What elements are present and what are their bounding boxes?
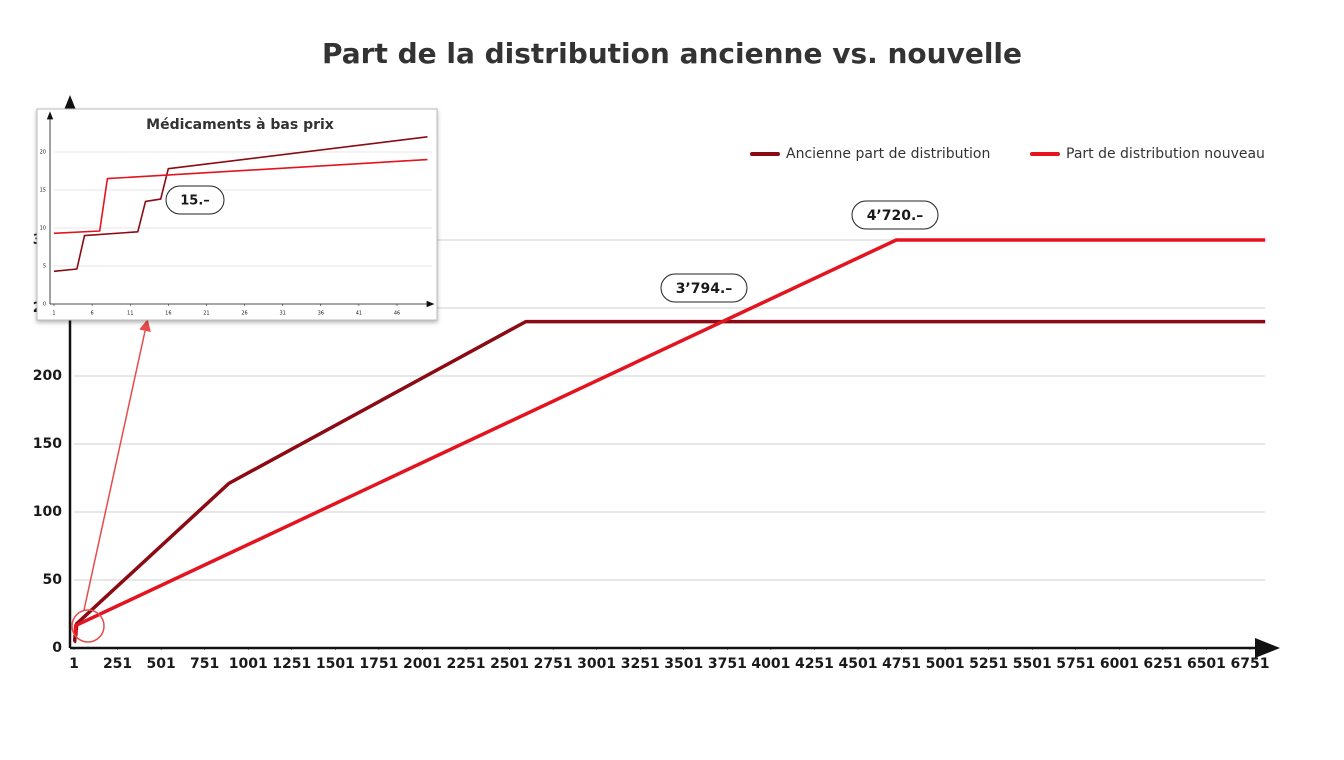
x-tick-label: 21 [203,311,209,317]
x-tick-label: 6501 [1187,656,1226,672]
y-tick-label: 200 [33,368,62,384]
x-tick-label: 2501 [490,656,529,672]
x-tick-label: 751 [190,656,219,672]
x-tick-label: 2751 [534,656,573,672]
x-tick-label: 1 [69,656,79,672]
zoom-arrow [83,319,151,611]
x-tick-label: 1 [52,311,55,317]
y-tick-label: 15 [40,188,46,194]
y-tick-label: 100 [33,504,62,520]
x-tick-label: 1501 [316,656,355,672]
legend-label: Ancienne part de distribution [786,146,990,162]
annotation-box [851,200,939,230]
x-tick-label: 5001 [926,656,965,672]
x-tick-label: 26 [241,311,247,317]
zoom-circle [71,609,105,643]
inset-title: Médicaments à bas prix [146,117,334,133]
annotation: 15.– [180,194,210,209]
annotation-box [165,185,225,215]
x-tick-label: 16 [165,311,171,317]
y-tick-label: 10 [40,226,46,232]
x-tick-label: 251 [103,656,132,672]
x-tick-label: 1251 [272,656,311,672]
x-tick-label: 4251 [795,656,834,672]
x-tick-label: 6251 [1143,656,1182,672]
x-tick-label: 2251 [447,656,486,672]
annotation-box [660,273,748,303]
x-tick-label: 4751 [882,656,921,672]
x-tick-label: 6 [91,311,94,317]
x-tick-label: 1751 [359,656,398,672]
x-tick-label: 31 [279,311,285,317]
x-tick-label: 41 [356,311,362,317]
y-tick-label: 20 [40,150,46,156]
x-tick-label: 4501 [839,656,878,672]
y-tick-label: 50 [43,572,63,588]
x-tick-label: 11 [127,311,133,317]
x-tick-label: 3251 [621,656,660,672]
y-tick-label: 150 [33,436,62,452]
legend-label: Part de distribution nouveau [1066,146,1265,162]
series-line [72,319,1266,644]
x-tick-label: 36 [318,311,324,317]
x-tick-label: 3501 [664,656,703,672]
x-tick-label: 46 [394,311,400,317]
x-tick-label: 1001 [229,656,268,672]
chart-title: Part de la distribution ancienne vs. nou… [322,37,1022,70]
series-line [53,158,428,235]
y-tick-label: 0 [43,302,46,308]
series-line [53,136,428,273]
y-tick-label: 0 [52,640,62,656]
x-tick-label: 3001 [577,656,616,672]
y-tick-label: 5 [43,264,46,270]
x-tick-label: 5501 [1013,656,1052,672]
x-tick-label: 5751 [1056,656,1095,672]
x-tick-label: 2001 [403,656,442,672]
annotation: 3’794.– [676,281,733,297]
x-tick-label: 5251 [969,656,1008,672]
x-tick-label: 3751 [708,656,747,672]
x-tick-label: 6751 [1231,656,1270,672]
annotation: 4’720.– [867,208,924,224]
x-tick-label: 501 [146,656,175,672]
x-tick-label: 4001 [751,656,790,672]
inset-panel [36,108,438,321]
x-tick-label: 6001 [1100,656,1139,672]
